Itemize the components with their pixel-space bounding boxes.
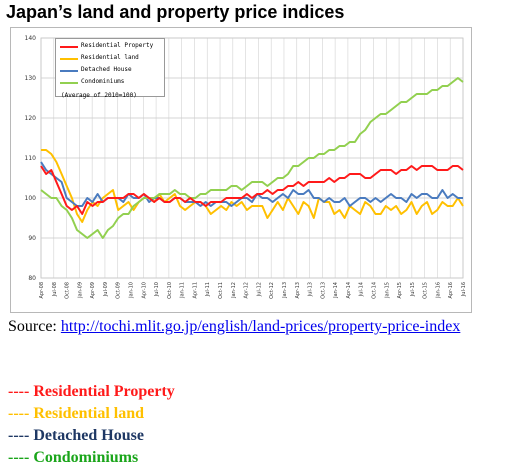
x-tick-label: Jul-09: [103, 282, 109, 297]
key-label: Condominiums: [33, 449, 139, 466]
key-row-detached-house: ---- Detached House: [8, 425, 175, 447]
key-label: Detached House: [33, 427, 144, 444]
x-tick-label: Apr-08: [39, 282, 45, 299]
key-dashes: ----: [8, 449, 30, 466]
legend-label: Residential land: [81, 54, 139, 61]
chart-legend: Residential Property Residential land De…: [55, 38, 165, 97]
x-tick-label: Oct-13: [320, 282, 326, 299]
x-tick-label: Apr-12: [244, 282, 250, 299]
source-line: Source: http://tochi.mlit.go.jp/english/…: [8, 316, 528, 337]
legend-swatch: [60, 70, 78, 72]
series-line-residential-land: [41, 149, 464, 223]
x-tick-label: Jan-14: [333, 282, 339, 299]
y-tick-label: 90: [28, 235, 36, 242]
y-tick-label: 120: [25, 115, 37, 122]
x-tick-label: Apr-13: [295, 282, 301, 299]
chart-area: 80 90 100 110 120 130 140 Apr-08 Jul-08 Oct-08 Jan…: [10, 27, 472, 313]
y-tick-label: 80: [28, 275, 36, 282]
y-tick-label: 140: [25, 35, 37, 42]
page-title: Japan’s land and property price indices: [6, 2, 345, 22]
key-dashes: ----: [8, 383, 30, 400]
x-tick-label: Apr-09: [90, 282, 96, 299]
source-label: Source:: [8, 318, 57, 335]
x-tick-label: Jul-08: [52, 282, 58, 297]
x-tick-label: Jan-09: [77, 282, 83, 299]
x-tick-label: Jan-11: [180, 282, 186, 299]
y-tick-label: 100: [25, 195, 37, 202]
x-tick-label: Oct-11: [218, 282, 224, 299]
x-tick-label: Apr-15: [397, 282, 403, 299]
x-tick-label: Jan-16: [435, 282, 441, 299]
x-tick-label: Oct-09: [116, 282, 122, 299]
color-key: ---- Residential Property ---- Residenti…: [8, 381, 175, 469]
key-row-residential-property: ---- Residential Property: [8, 381, 175, 403]
x-tick-label: Jul-14: [359, 282, 365, 297]
x-tick-label: Jan-12: [231, 282, 237, 299]
legend-swatch: [60, 58, 78, 60]
x-tick-label: Jan-13: [282, 282, 288, 299]
legend-note: (Average of 2010=100): [61, 92, 137, 99]
x-tick-label: Jan-15: [384, 282, 390, 299]
x-tick-label: Jul-12: [256, 282, 262, 297]
key-label: Residential Property: [33, 383, 175, 400]
legend-label: Residential Property: [81, 42, 154, 49]
key-dashes: ----: [8, 427, 30, 444]
x-tick-label: Oct-10: [167, 282, 173, 299]
legend-swatch: [60, 46, 78, 48]
x-tick-label: Jul-10: [154, 282, 160, 297]
y-tick-label: 110: [25, 155, 37, 162]
x-tick-label: Oct-15: [423, 282, 429, 299]
source-link[interactable]: http://tochi.mlit.go.jp/english/land-pri…: [60, 318, 461, 335]
series-line-residential-property: [40, 165, 464, 215]
x-tick-label: Apr-10: [141, 282, 147, 299]
series-line-condominiums: [40, 77, 464, 239]
x-tick-label: Jul-16: [461, 282, 467, 297]
key-row-condominiums: ---- Condominiums: [8, 447, 175, 469]
x-tick-label: Jan-10: [129, 282, 135, 299]
x-tick-label: Apr-14: [346, 282, 352, 299]
key-label: Residential land: [33, 405, 144, 422]
x-tick-label: Oct-08: [65, 282, 71, 299]
legend-label: Detached House: [81, 66, 132, 73]
y-tick-label: 130: [25, 75, 37, 82]
x-tick-label: Oct-14: [371, 282, 377, 299]
x-tick-label: Jul-13: [308, 282, 314, 297]
x-tick-label: Jul-15: [410, 282, 416, 297]
x-tick-label: Apr-16: [448, 282, 454, 299]
x-tick-label: Oct-12: [269, 282, 275, 299]
x-tick-label: Jul-11: [205, 282, 211, 297]
key-row-residential-land: ---- Residential land: [8, 403, 175, 425]
legend-swatch: [60, 82, 78, 84]
legend-label: Condominiums: [81, 78, 125, 85]
x-tick-label: Apr-11: [192, 282, 198, 299]
key-dashes: ----: [8, 405, 30, 422]
